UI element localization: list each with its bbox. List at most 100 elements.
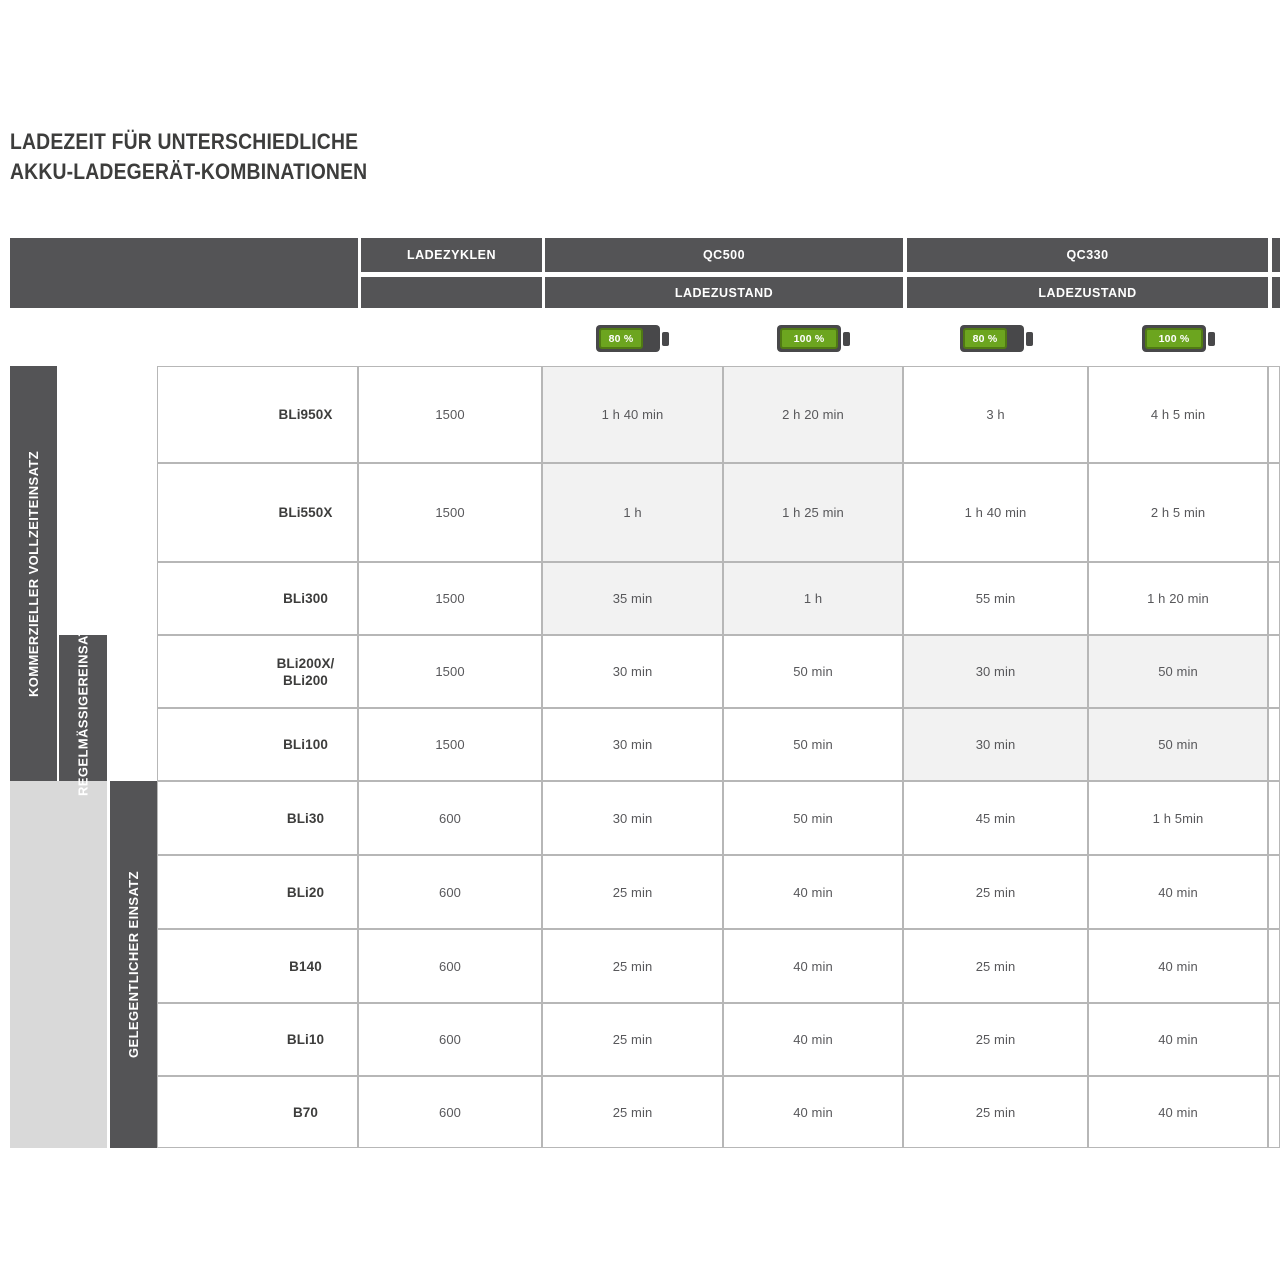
cutoff-cell	[1268, 1003, 1280, 1076]
table-row-b140: B140 600 25 min 40 min 25 min 40 min	[157, 929, 1280, 1003]
table-row-bli300: BLi300 1500 35 min 1 h 55 min 1 h 20 min	[157, 562, 1280, 635]
qc500-80-cell: 30 min	[542, 635, 723, 708]
qc500-80-cell: 25 min	[542, 855, 723, 929]
qc500-80-cell: 1 h 40 min	[542, 366, 723, 463]
cycles-cell: 600	[358, 1076, 542, 1148]
table-row-bli950x: BLi950X 1500 1 h 40 min 2 h 20 min 3 h 4…	[157, 366, 1280, 463]
battery-80-icon: 80 %	[596, 325, 669, 352]
table-row-bli30: BLi30 600 30 min 50 min 45 min 1 h 5min	[157, 781, 1280, 855]
qc330-100-cell: 50 min	[1088, 635, 1268, 708]
page-title-line2: AKKU-LADEGERÄT-KOMBINATIONEN	[10, 159, 368, 184]
battery-body: 100 %	[777, 325, 841, 352]
qc500-100-cell: 50 min	[723, 708, 903, 781]
battery-body: 80 %	[960, 325, 1024, 352]
table-row-bli20: BLi20 600 25 min 40 min 25 min 40 min	[157, 855, 1280, 929]
battery-body: 80 %	[596, 325, 660, 352]
cycles-cell: 600	[358, 781, 542, 855]
battery-body: 100 %	[1142, 325, 1206, 352]
cutoff-cell	[1268, 929, 1280, 1003]
battery-80-icon: 80 %	[960, 325, 1033, 352]
qc500-100-cell: 50 min	[723, 781, 903, 855]
cutoff-cell	[1268, 366, 1280, 463]
battery-terminal	[662, 331, 669, 346]
table-row-b70: B70 600 25 min 40 min 25 min 40 min	[157, 1076, 1280, 1148]
qc500-80-cell: 30 min	[542, 708, 723, 781]
qc500-100-cell: 40 min	[723, 929, 903, 1003]
header-next-section-sub-cutoff	[1272, 277, 1280, 308]
cutoff-cell	[1268, 463, 1280, 562]
model-cell: B70	[157, 1076, 358, 1148]
category-label-line1: REGELMÄSSIGER	[75, 677, 91, 797]
cycles-cell: 1500	[358, 708, 542, 781]
category-label: KOMMERZIELLER VOLLZEITEINSATZ	[26, 450, 41, 697]
qc500-100-cell: 40 min	[723, 1003, 903, 1076]
qc500-80-cell: 25 min	[542, 929, 723, 1003]
category-bar-kommerzieller-vollzeiteinsatz: KOMMERZIELLER VOLLZEITEINSATZ	[10, 366, 57, 781]
table-row-bli100: BLi100 1500 30 min 50 min 30 min 50 min	[157, 708, 1280, 781]
model-cell: BLi950X	[157, 366, 358, 463]
model-cell: B140	[157, 929, 358, 1003]
qc330-100-cell: 40 min	[1088, 855, 1268, 929]
category-label-line2: EINSATZ	[75, 619, 91, 678]
qc500-80-cell: 30 min	[542, 781, 723, 855]
cycles-cell: 1500	[358, 562, 542, 635]
qc330-100-cell: 40 min	[1088, 1076, 1268, 1148]
cycles-cell: 1500	[358, 366, 542, 463]
table-row-bli200x-bli200: BLi200X/ BLi200 1500 30 min 50 min 30 mi…	[157, 635, 1280, 708]
model-cell: BLi200X/ BLi200	[157, 635, 358, 708]
cycles-cell: 600	[358, 855, 542, 929]
model-cell: BLi30	[157, 781, 358, 855]
qc330-80-cell: 25 min	[903, 1003, 1088, 1076]
model-cell: BLi550X	[157, 463, 358, 562]
cutoff-cell	[1268, 562, 1280, 635]
battery-terminal	[1026, 331, 1033, 346]
qc500-100-cell: 2 h 20 min	[723, 366, 903, 463]
model-cell: BLi100	[157, 708, 358, 781]
qc500-80-cell: 1 h	[542, 463, 723, 562]
header-cycles: LADEZYKLEN	[361, 238, 542, 272]
category-label: GELEGENTLICHER EINSATZ	[126, 871, 141, 1058]
cutoff-cell	[1268, 781, 1280, 855]
battery-terminal	[1208, 331, 1215, 346]
header-corner-block	[10, 238, 358, 308]
cutoff-cell	[1268, 635, 1280, 708]
header-next-section-cutoff	[1272, 238, 1280, 272]
header-qc500-ladezustand: LADEZUSTAND	[545, 277, 903, 308]
battery-terminal	[843, 331, 850, 346]
cycles-cell: 600	[358, 929, 542, 1003]
battery-100-label: 100 %	[780, 328, 838, 349]
qc330-100-cell: 2 h 5 min	[1088, 463, 1268, 562]
qc500-100-cell: 1 h	[723, 562, 903, 635]
left-gray-filler-block	[10, 781, 107, 1148]
qc500-100-cell: 50 min	[723, 635, 903, 708]
cutoff-cell	[1268, 855, 1280, 929]
qc330-100-cell: 40 min	[1088, 929, 1268, 1003]
page-title: LADEZEIT FÜR UNTERSCHIEDLICHE AKKU-LADEG…	[10, 127, 367, 187]
header-charger-qc330: QC330	[907, 238, 1268, 272]
table-row-bli10: BLi10 600 25 min 40 min 25 min 40 min	[157, 1003, 1280, 1076]
cutoff-cell	[1268, 1076, 1280, 1148]
qc330-80-cell: 3 h	[903, 366, 1088, 463]
model-cell: BLi300	[157, 562, 358, 635]
header-qc330-ladezustand: LADEZUSTAND	[907, 277, 1268, 308]
table-row-bli550x: BLi550X 1500 1 h 1 h 25 min 1 h 40 min 2…	[157, 463, 1280, 562]
qc500-100-cell: 1 h 25 min	[723, 463, 903, 562]
qc500-100-cell: 40 min	[723, 855, 903, 929]
battery-100-label: 100 %	[1145, 328, 1203, 349]
qc330-80-cell: 55 min	[903, 562, 1088, 635]
qc330-100-cell: 50 min	[1088, 708, 1268, 781]
cutoff-cell	[1268, 708, 1280, 781]
battery-100-icon: 100 %	[1142, 325, 1215, 352]
qc500-80-cell: 25 min	[542, 1076, 723, 1148]
model-cell: BLi20	[157, 855, 358, 929]
qc330-80-cell: 25 min	[903, 929, 1088, 1003]
battery-80-label: 80 %	[963, 328, 1007, 349]
qc500-80-cell: 25 min	[542, 1003, 723, 1076]
page-title-line1: LADEZEIT FÜR UNTERSCHIEDLICHE	[10, 129, 359, 154]
qc330-100-cell: 40 min	[1088, 1003, 1268, 1076]
qc330-80-cell: 25 min	[903, 1076, 1088, 1148]
qc330-80-cell: 45 min	[903, 781, 1088, 855]
qc500-80-cell: 35 min	[542, 562, 723, 635]
qc500-100-cell: 40 min	[723, 1076, 903, 1148]
category-bar-regelmaessiger-einsatz: REGELMÄSSIGER EINSATZ	[59, 620, 107, 796]
